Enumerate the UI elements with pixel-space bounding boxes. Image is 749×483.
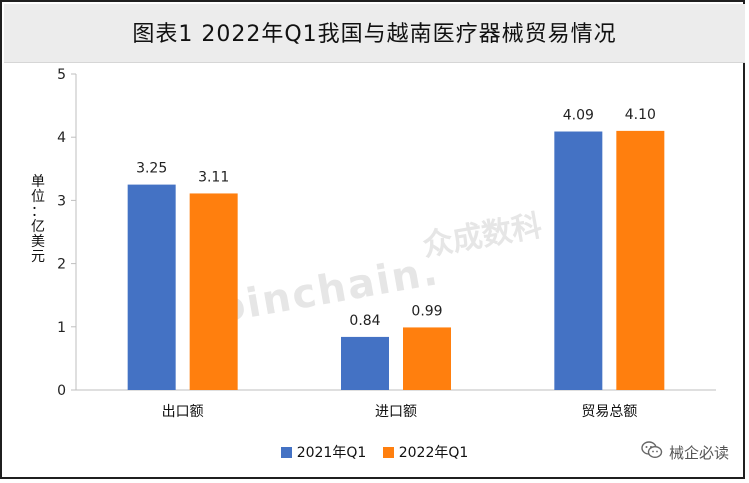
watermark-cn-text: 众成数科 xyxy=(420,208,544,263)
data-label: 4.10 xyxy=(625,107,656,123)
y-axis-label-char: 元 xyxy=(31,249,45,265)
legend-item-2022: 2022年Q1 xyxy=(383,442,469,462)
y-axis-label-char: 美 xyxy=(31,234,45,250)
bar-2021 xyxy=(341,337,389,390)
x-category-label: 出口额 xyxy=(162,404,204,420)
x-category-label: 进口额 xyxy=(375,404,417,420)
y-axis-label: 单位：亿美元 xyxy=(31,174,45,265)
bar-2021 xyxy=(128,185,176,390)
bar-2021 xyxy=(554,132,602,390)
legend-swatch-2022 xyxy=(383,447,394,458)
data-label: 4.09 xyxy=(563,108,594,124)
x-category-label: 贸易总额 xyxy=(581,404,637,420)
y-tick-label: 3 xyxy=(57,193,66,209)
y-axis-label-char: ： xyxy=(31,204,45,220)
bar-2022 xyxy=(403,327,451,390)
legend-swatch-2021 xyxy=(281,447,292,458)
bar-2022 xyxy=(616,131,664,390)
legend-label-2021: 2021年Q1 xyxy=(297,442,367,462)
y-axis-label-char: 单 xyxy=(31,174,45,190)
bar-2022 xyxy=(190,193,238,390)
y-tick-label: 1 xyxy=(57,320,66,336)
data-label: 0.99 xyxy=(411,303,442,319)
legend-label-2022: 2022年Q1 xyxy=(399,442,469,462)
brand-label: 械企必读 xyxy=(669,442,729,463)
data-label: 3.25 xyxy=(136,161,167,177)
x-axis: 出口额 进口额 贸易总额 xyxy=(76,390,716,420)
y-axis-label-char: 位 xyxy=(31,189,45,205)
y-tick-label: 0 xyxy=(57,383,66,399)
brand-badge: 械企必读 xyxy=(641,441,729,463)
y-axis-label-char: 亿 xyxy=(31,219,45,235)
wechat-icon xyxy=(641,441,663,463)
legend: 2021年Q1 2022年Q1 xyxy=(0,442,749,462)
y-tick-label: 4 xyxy=(57,130,66,146)
legend-item-2021: 2021年Q1 xyxy=(281,442,367,462)
data-label: 3.11 xyxy=(198,169,229,185)
y-axis: 0 1 2 3 4 5 xyxy=(57,67,76,399)
data-label: 0.84 xyxy=(349,313,380,329)
y-tick-label: 2 xyxy=(57,257,66,273)
y-tick-label: 5 xyxy=(57,67,66,83)
